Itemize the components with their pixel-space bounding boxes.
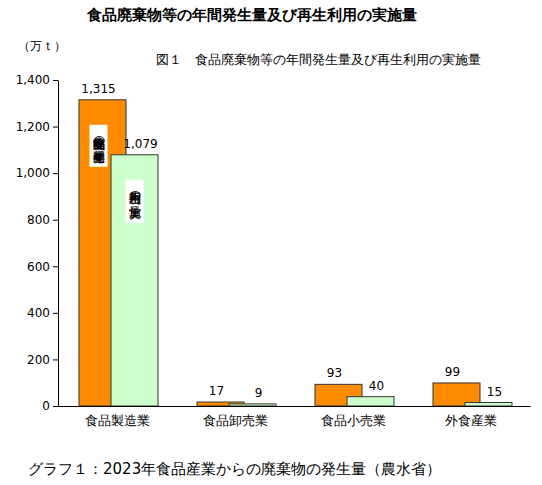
x-tick-label: 外食産業 <box>445 413 497 428</box>
y-tick-mark <box>53 173 58 174</box>
bar <box>229 404 276 406</box>
title: 食品廃棄物等の年間発生量及び再生利用の実施量 <box>86 6 417 24</box>
y-axis-label: （万ｔ） <box>18 39 66 53</box>
y-tick-label: 400 <box>27 306 50 320</box>
y-tick-label: 1,000 <box>16 166 50 180</box>
y-tick-mark <box>53 406 58 407</box>
y-tick-mark <box>53 80 58 81</box>
legend-label: 再生利用の実施量 <box>128 183 142 220</box>
chart: 食品廃棄物等の年間発生量及び再生利用の実施量図１ 食品廃棄物等の年間発生量及び再… <box>0 0 542 485</box>
y-tick: 400 <box>27 306 58 320</box>
y-tick-label: 1,200 <box>16 120 50 134</box>
y-tick-mark <box>53 266 58 267</box>
data-label: 93 <box>327 366 342 380</box>
x-axis: 食品製造業 食品卸売業 食品小売業 外食産業 <box>59 407 531 428</box>
y-tick-mark <box>53 127 58 128</box>
bar <box>465 403 512 406</box>
x-tick: 食品卸売業 <box>203 413 268 428</box>
y-tick-mark <box>53 313 58 314</box>
y-tick: 0 <box>42 399 58 413</box>
y-axis: 0 200 400 600 800 1,000 1,200 1,400 <box>16 73 59 413</box>
data-label: 9 <box>255 386 263 400</box>
x-tick-label: 食品小売業 <box>321 413 386 428</box>
x-tick: 食品小売業 <box>321 413 386 428</box>
legend: 食品廃棄物等の年間発生量再生利用の実施量 <box>90 125 144 223</box>
y-axis-line <box>58 81 59 407</box>
x-tick: 食品製造業 <box>85 413 150 428</box>
bar <box>347 397 394 406</box>
data-label: 1,079 <box>123 137 157 151</box>
y-tick: 800 <box>27 213 58 227</box>
y-tick-label: 0 <box>42 399 50 413</box>
data-label: 15 <box>487 385 502 399</box>
bar <box>111 155 158 406</box>
y-tick-label: 800 <box>27 213 50 227</box>
data-label: 99 <box>445 365 460 379</box>
bars <box>79 100 512 406</box>
y-tick: 1,400 <box>16 73 58 87</box>
data-labels: 1,315 17 93 99 1,079 9 40 15 <box>81 82 502 400</box>
y-tick-mark <box>53 220 58 221</box>
x-tick: 外食産業 <box>445 413 497 428</box>
y-tick-label: 1,400 <box>16 73 50 87</box>
data-label: 17 <box>209 384 224 398</box>
legend-label: 食品廃棄物等の年間発生量 <box>92 128 106 164</box>
x-tick-label: 食品卸売業 <box>203 413 268 428</box>
subtitle: 図１ 食品廃棄物等の年間発生量及び再生利用の実施量 <box>156 52 481 67</box>
data-label: 40 <box>369 379 384 393</box>
x-axis-line <box>59 406 531 407</box>
x-tick-label: 食品製造業 <box>85 413 150 428</box>
y-tick: 1,200 <box>16 120 58 134</box>
data-label: 1,315 <box>81 82 115 96</box>
y-tick-mark <box>53 359 58 360</box>
caption: グラフ１：2023年食品産業からの廃棄物の発生量（農水省） <box>28 460 441 478</box>
y-tick: 600 <box>27 260 58 274</box>
y-tick-label: 600 <box>27 260 50 274</box>
legend-box <box>126 180 144 223</box>
y-tick: 200 <box>27 353 58 367</box>
y-tick-label: 200 <box>27 353 50 367</box>
legend-box <box>90 125 108 167</box>
y-tick: 1,000 <box>16 166 58 180</box>
